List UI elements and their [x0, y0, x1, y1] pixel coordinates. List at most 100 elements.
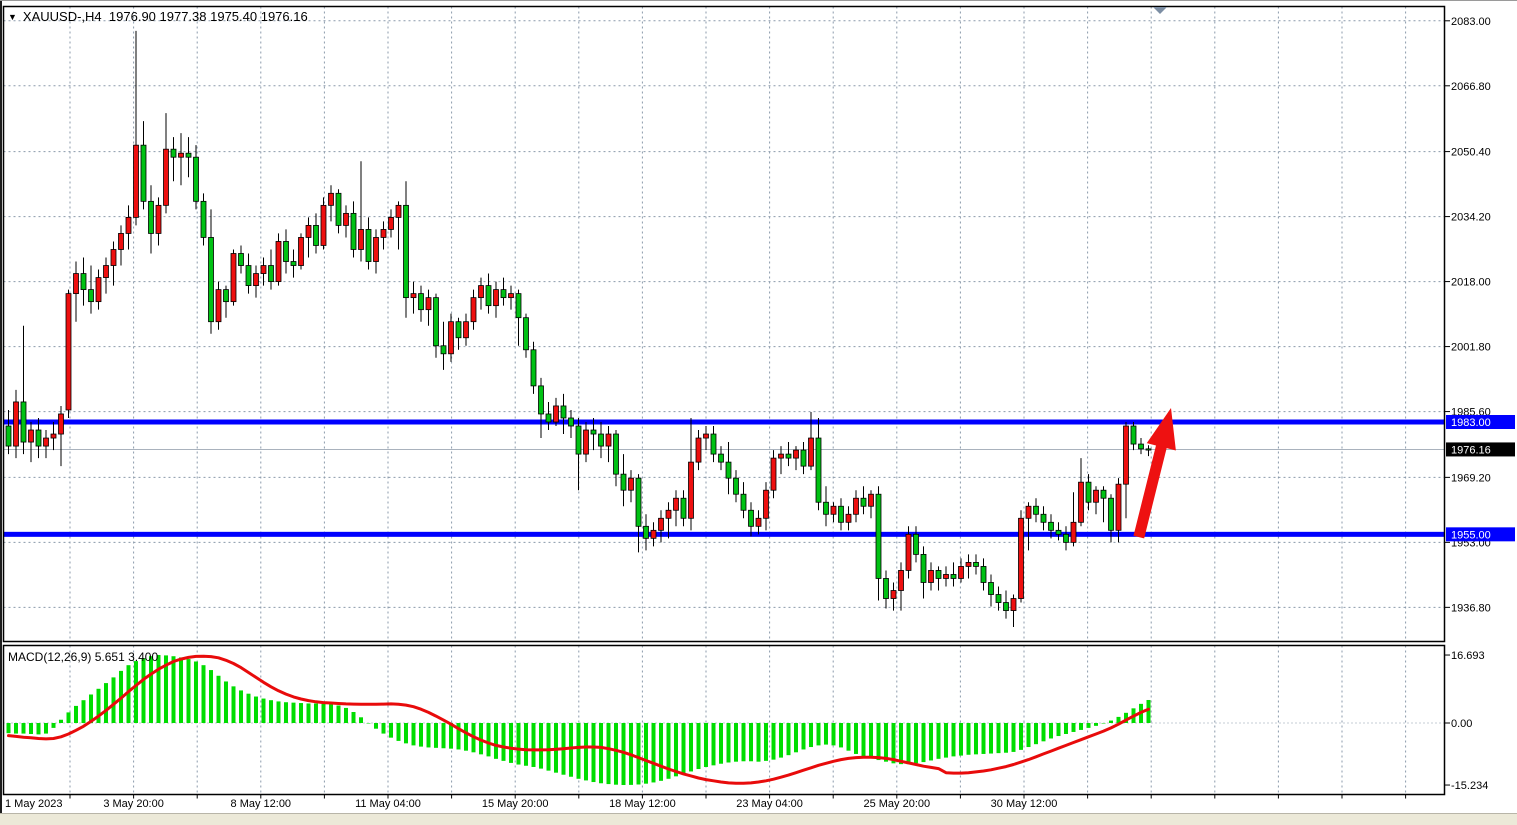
candle: [283, 229, 289, 274]
candle-body-bull: [628, 477, 634, 491]
bar-ohlc-readout: 1976.90 1977.38 1975.40 1976.16: [108, 9, 308, 24]
macd-histogram-bar: [1146, 699, 1151, 723]
candle-body-bear: [35, 429, 42, 447]
candle: [815, 417, 822, 511]
candle-body-bull: [380, 229, 387, 238]
candle: [778, 446, 784, 475]
candle-body-bull: [763, 489, 769, 519]
macd-histogram-bar: [1026, 723, 1031, 748]
candle-body-bear: [1033, 505, 1039, 515]
candle: [103, 257, 109, 294]
macd-histogram-bar: [1079, 723, 1083, 730]
window-top-border: [0, 0, 1517, 1]
candle-body-bear: [1085, 481, 1092, 503]
candle-body-bear: [988, 582, 994, 595]
symbol-timeframe-label: XAUUSD-,H4: [22, 9, 102, 24]
candle: [583, 422, 589, 463]
candle-body-bear: [80, 273, 87, 291]
candle: [20, 325, 27, 455]
macd-histogram-bar: [126, 665, 131, 723]
candle-body-bull: [275, 241, 282, 282]
candle-body-bull: [898, 570, 904, 591]
candle: [635, 474, 642, 553]
candle: [125, 205, 132, 250]
macd-histogram-bar: [644, 723, 648, 784]
candle-body-bear: [1100, 489, 1107, 499]
candle: [1025, 502, 1032, 551]
candle: [1003, 590, 1009, 619]
candle-body-bear: [590, 429, 597, 435]
trend-arrow[interactable]: [1124, 404, 1185, 540]
macd-histogram-bar: [194, 661, 198, 723]
candle-body-bear: [1055, 529, 1062, 535]
macd-histogram-bar: [936, 723, 941, 759]
macd-signal-value: 3.400: [128, 650, 159, 664]
main-chart-canvas[interactable]: [3, 6, 1445, 642]
candle-body-bull: [493, 289, 499, 307]
macd-histogram-bar: [1056, 723, 1061, 737]
macd-histogram-bar: [651, 723, 656, 783]
candle-body-bear: [710, 433, 717, 455]
candle-body-bull: [253, 273, 259, 286]
candle: [515, 289, 522, 346]
candle: [545, 401, 552, 431]
candle-body-bull: [73, 273, 79, 295]
one-click-trading-toggle-icon[interactable]: ▼: [8, 12, 17, 22]
candle: [530, 341, 537, 394]
candle: [1040, 506, 1047, 531]
macd-tick-label: -15.234: [1451, 780, 1488, 792]
candle: [395, 201, 402, 250]
macd-histogram-bar: [869, 723, 873, 759]
candle: [95, 269, 102, 310]
candle-body-bull: [793, 449, 799, 459]
chart-shift-marker-icon[interactable]: [1153, 7, 1167, 14]
macd-histogram-bar: [141, 658, 146, 723]
candle: [643, 514, 649, 551]
candle: [905, 526, 912, 579]
candle-body-bear: [455, 321, 462, 339]
macd-histogram-bar: [1004, 723, 1008, 753]
candle-body-bull: [703, 433, 709, 439]
macd-histogram-bar: [929, 723, 933, 761]
candle: [478, 277, 484, 310]
candle-body-bull: [125, 216, 132, 234]
candle-body-bull: [65, 293, 72, 411]
macd-histogram-bar: [96, 688, 101, 723]
macd-histogram-bar: [696, 723, 701, 770]
candle: [110, 241, 117, 286]
macd-histogram-bar: [134, 661, 138, 723]
candle-body-bull: [425, 297, 432, 311]
candle-body-bear: [1138, 443, 1144, 450]
macd-histogram-bar: [614, 723, 618, 785]
macd-histogram-bar: [1011, 723, 1016, 752]
candle-body-bear: [800, 449, 807, 467]
macd-histogram-bar: [1101, 723, 1106, 724]
candle: [1085, 474, 1092, 511]
candle: [365, 217, 372, 270]
macd-histogram-bar: [36, 723, 41, 735]
candle: [260, 257, 267, 286]
candle-body-bull: [118, 233, 124, 250]
macd-histogram-bar: [726, 723, 731, 763]
candle: [1130, 422, 1137, 451]
macd-histogram-bar: [81, 700, 86, 723]
symbol-header: ▼ XAUUSD-,H4 1976.90 1977.38 1975.40 1976…: [8, 9, 308, 24]
candle-body-bear: [140, 144, 147, 202]
macd-histogram-bar: [104, 683, 108, 723]
candle: [208, 209, 214, 334]
candle-body-bull: [958, 566, 964, 579]
candle: [740, 482, 747, 519]
candle: [35, 417, 42, 459]
resistance-line[interactable]: [3, 419, 1445, 425]
candle: [613, 430, 619, 487]
macd-histogram-bar: [786, 723, 791, 756]
candle-body-bull: [755, 517, 762, 527]
candle: [1123, 422, 1129, 519]
macd-histogram-bar: [321, 703, 326, 723]
macd-histogram-bar: [29, 723, 33, 734]
candle: [823, 486, 829, 527]
candle-body-bull: [1078, 481, 1084, 523]
macd-histogram-bar: [794, 723, 798, 753]
support-line[interactable]: [3, 531, 1445, 537]
macd-histogram-bar: [501, 723, 506, 761]
